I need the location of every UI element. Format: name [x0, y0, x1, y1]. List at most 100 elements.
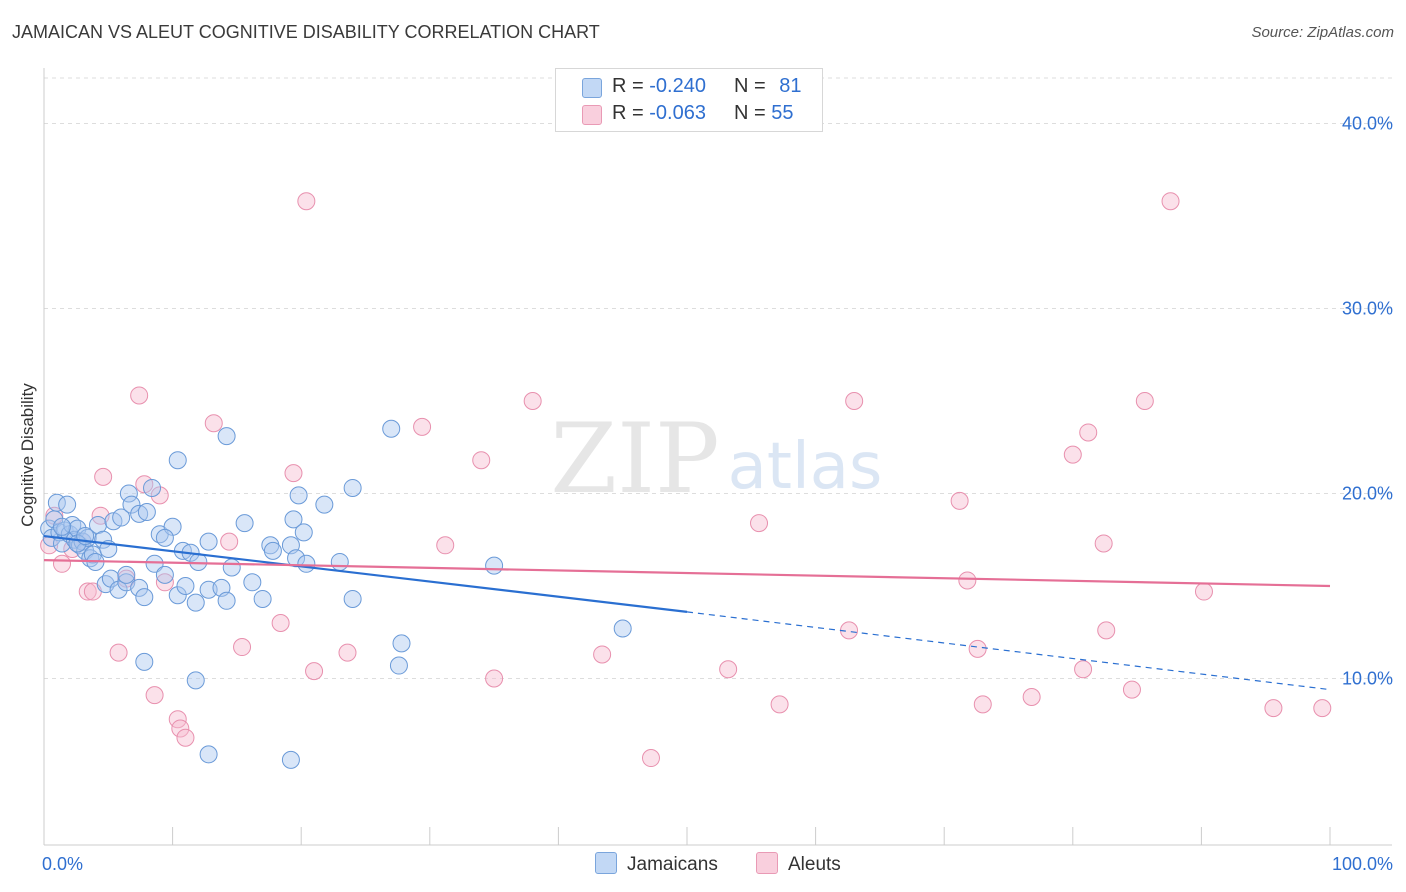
aleut-point	[78, 582, 97, 601]
jamaican-point	[243, 573, 262, 592]
n-value: 55	[771, 102, 794, 124]
jamaican-point	[343, 589, 362, 608]
axis-layer	[43, 68, 1392, 846]
watermark-zip: ZIP	[550, 403, 719, 515]
r-value: -0.240	[649, 75, 706, 97]
aleuts-swatch	[582, 105, 602, 125]
aleut-point	[220, 532, 239, 551]
aleut-point	[297, 192, 316, 211]
aleut-point	[1122, 680, 1141, 699]
aleut-point	[413, 417, 432, 436]
jamaican-point	[235, 514, 254, 533]
aleut-point	[271, 614, 290, 632]
aleut-point	[53, 554, 72, 573]
aleut-point	[130, 386, 149, 405]
r-value: -0.063	[649, 102, 706, 124]
aleut-point	[750, 514, 769, 533]
jamaican-point	[137, 503, 156, 521]
aleuts-legend-label: Aleuts	[788, 854, 841, 875]
y-tick-label: 20.0%	[1342, 484, 1393, 504]
jamaican-point	[119, 484, 138, 503]
jamaican-point	[199, 532, 218, 551]
n-label: N =	[734, 102, 766, 124]
jamaicans-legend-label: Jamaicans	[627, 854, 718, 875]
jamaican-point	[294, 523, 313, 542]
aleut-point	[150, 486, 169, 505]
jamaican-point	[109, 580, 128, 599]
jamaican-point	[284, 510, 303, 529]
aleut-point	[1022, 688, 1041, 706]
jamaican-point	[155, 528, 174, 547]
y-tick-label: 30.0%	[1342, 299, 1393, 319]
jamaican-point	[130, 578, 149, 597]
aleut-point	[523, 392, 542, 410]
aleut-point	[436, 536, 455, 555]
aleut-point	[171, 719, 190, 738]
jamaicans-swatch	[582, 78, 602, 98]
jamaican-point	[389, 656, 408, 675]
jamaican-point	[263, 541, 282, 560]
jamaican-point	[217, 591, 236, 610]
jamaican-point	[145, 554, 164, 573]
aleut-point	[109, 643, 128, 662]
aleut-point	[1264, 699, 1283, 718]
jamaican-point	[112, 508, 131, 527]
jamaican-point	[135, 652, 154, 671]
aleut-point	[305, 662, 324, 681]
aleut-point	[593, 645, 612, 664]
aleut-point	[968, 639, 987, 658]
aleut-point	[485, 669, 504, 688]
jamaican-point	[382, 419, 401, 438]
aleut-point	[1097, 621, 1116, 640]
jamaicans-legend-swatch	[595, 852, 617, 874]
jamaican-point	[176, 577, 195, 595]
aleut-point	[1079, 423, 1098, 442]
aleut-point	[145, 686, 164, 705]
jamaican-point	[117, 565, 136, 584]
aleut-point	[1135, 392, 1154, 410]
aleuts-trend-line	[43, 559, 1331, 588]
jamaican-point	[330, 552, 349, 571]
aleut-point	[155, 573, 174, 592]
watermark-atlas: atlas	[728, 430, 883, 504]
aleut-point	[973, 695, 992, 714]
jamaican-point	[168, 451, 187, 470]
aleuts-legend-swatch	[756, 852, 778, 874]
jamaican-point	[289, 486, 308, 505]
jamaican-point	[155, 565, 174, 584]
aleut-point	[641, 749, 660, 768]
r-label: R =	[612, 75, 644, 97]
aleut-point	[1074, 660, 1093, 679]
n-text: N = 81	[734, 75, 802, 98]
aleut-point	[719, 660, 738, 679]
aleut-point	[950, 491, 969, 510]
tick-label-layer: 10.0% 20.0% 30.0% 40.0% 0.0% 100.0%	[42, 114, 1393, 875]
aleut-point	[176, 728, 195, 747]
jamaican-point	[186, 671, 205, 690]
y-tick-label: 40.0%	[1342, 114, 1393, 134]
jamaicans-trend-line	[43, 534, 688, 613]
aleut-point	[1194, 582, 1213, 601]
jamaican-point	[281, 750, 300, 769]
jamaican-point	[392, 634, 411, 653]
n-text: N = 55	[734, 102, 794, 125]
aleut-point	[1094, 534, 1113, 553]
n-label: N =	[734, 75, 766, 97]
source-label: Source: ZipAtlas.com	[1251, 24, 1394, 41]
legend-item-jamaicans[interactable]: Jamaicans	[595, 852, 718, 876]
jamaican-point	[222, 558, 241, 577]
jamaican-point	[143, 478, 162, 497]
aleut-point	[204, 414, 223, 433]
legend-item-aleuts[interactable]: Aleuts	[756, 852, 841, 876]
jamaican-point	[253, 589, 272, 608]
jamaican-point	[168, 586, 187, 605]
aleut-point	[338, 643, 357, 662]
aleut-point	[284, 464, 303, 483]
aleut-point	[94, 467, 113, 486]
series-jamaicans	[40, 419, 632, 769]
aleut-point	[1161, 192, 1180, 211]
jamaicans-trend-extension	[686, 611, 1331, 691]
aleut-point	[1313, 699, 1332, 718]
n-value: 81	[779, 75, 802, 97]
